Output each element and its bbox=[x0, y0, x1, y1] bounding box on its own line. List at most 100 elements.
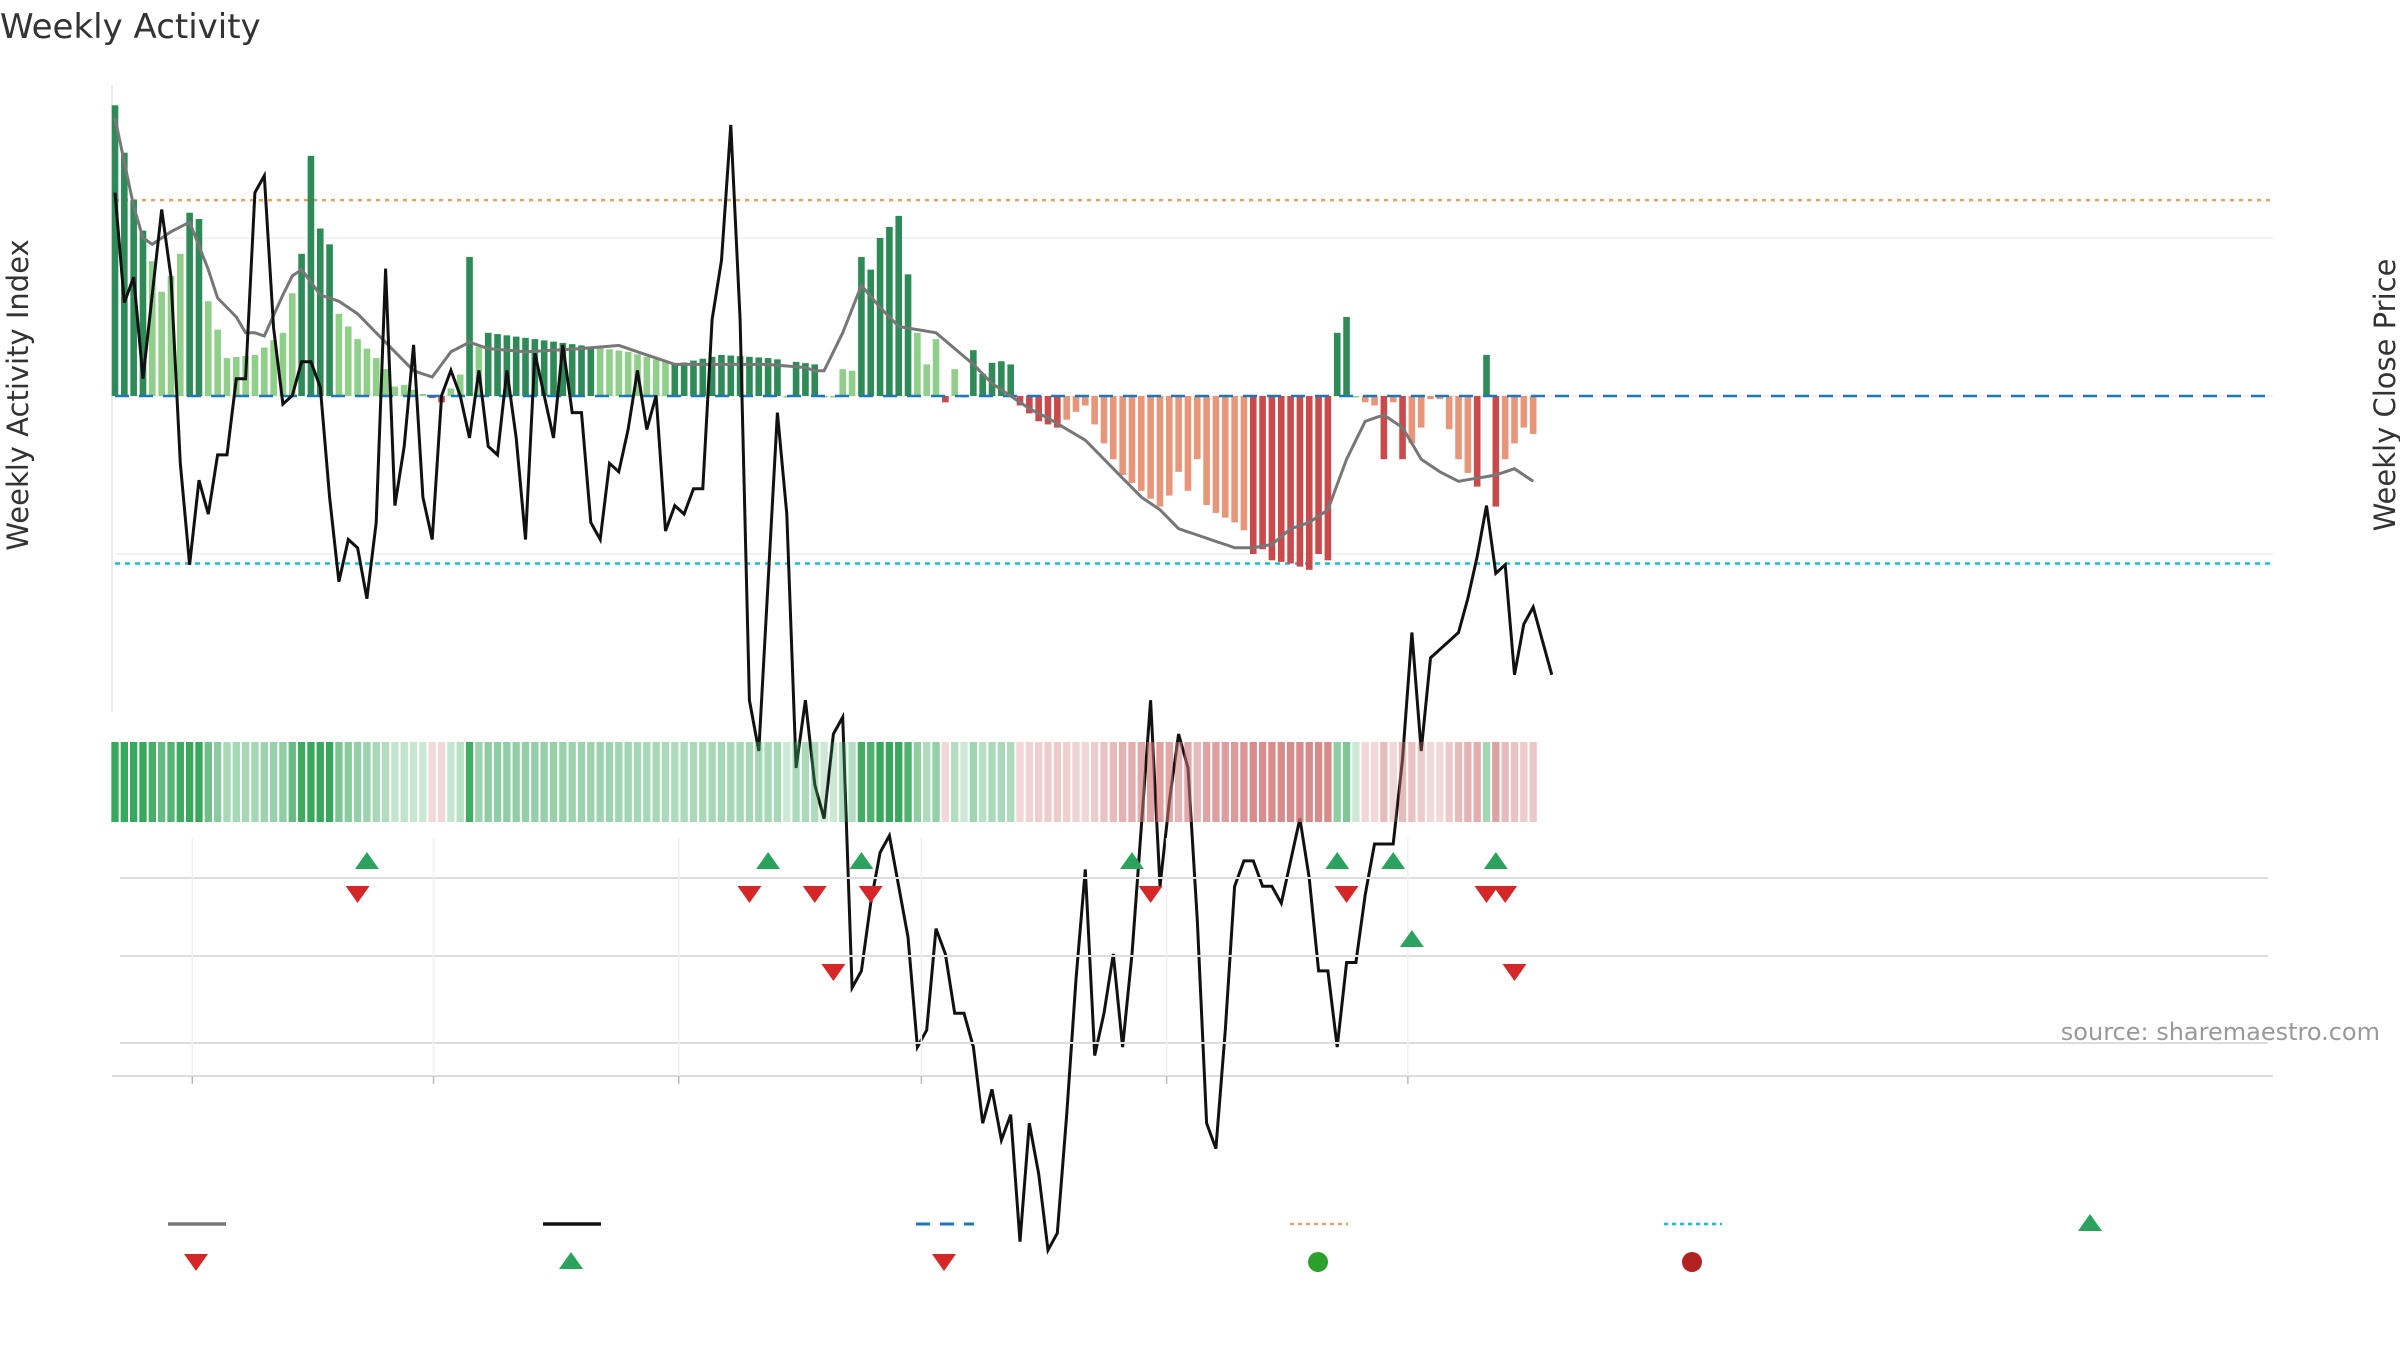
legend-item bbox=[184, 1254, 208, 1271]
activity-bar bbox=[942, 396, 949, 403]
activity-bar bbox=[1445, 396, 1453, 430]
activity-strip-cell bbox=[699, 742, 707, 822]
activity-bar bbox=[680, 362, 688, 396]
activity-strip-cell bbox=[372, 742, 380, 822]
legend-swatch-triangle-up bbox=[559, 1252, 583, 1269]
activity-bar bbox=[1063, 396, 1070, 420]
activity-bar bbox=[727, 355, 735, 396]
activity-strip-cell bbox=[867, 742, 875, 822]
activity-strip-cell bbox=[1436, 742, 1444, 822]
activity-bar bbox=[970, 350, 977, 396]
activity-strip-cell bbox=[316, 742, 324, 822]
activity-bar bbox=[372, 358, 380, 396]
activity-bar bbox=[699, 358, 707, 396]
activity-strip-cell bbox=[419, 742, 427, 822]
flip-up-marker bbox=[1119, 852, 1144, 869]
activity-bar bbox=[512, 336, 520, 396]
activity-bar bbox=[587, 346, 595, 396]
activity-bar bbox=[596, 347, 604, 396]
y2-axis-label: Weekly Close Price bbox=[2368, 259, 2400, 532]
flip-up-marker bbox=[1381, 852, 1406, 869]
y-axis-label: Weekly Activity Index bbox=[1, 239, 35, 550]
activity-strip-cell bbox=[736, 742, 744, 822]
activity-bar bbox=[503, 335, 511, 396]
activity-bar bbox=[1147, 396, 1154, 499]
activity-bar bbox=[1436, 396, 1444, 400]
flip-up-marker bbox=[756, 852, 781, 869]
activity-strip-cell bbox=[1352, 742, 1360, 822]
activity-bar bbox=[1305, 396, 1313, 570]
activity-strip-cell bbox=[1193, 742, 1201, 822]
activity-bar bbox=[1511, 396, 1518, 444]
weekly-close-line bbox=[113, 124, 1554, 1255]
activity-strip-cell bbox=[1072, 742, 1080, 822]
activity-strip-cell bbox=[755, 742, 763, 822]
activity-strip-cell bbox=[157, 742, 166, 822]
activity-strip-cell bbox=[344, 742, 352, 822]
activity-bar bbox=[1054, 396, 1061, 428]
activity-bar bbox=[718, 354, 725, 396]
activity-bar bbox=[708, 356, 716, 396]
activity-bar bbox=[615, 350, 623, 396]
activity-strip-cell bbox=[1277, 742, 1285, 822]
activity-bar bbox=[858, 256, 865, 396]
activity-bar bbox=[671, 364, 679, 396]
activity-bar bbox=[932, 339, 940, 396]
activity-strip-cell bbox=[1454, 742, 1463, 822]
activity-bar bbox=[690, 360, 697, 396]
activity-bar bbox=[1035, 396, 1042, 422]
activity-strip-cell bbox=[913, 742, 922, 822]
activity-bar bbox=[1268, 396, 1276, 561]
activity-strip-cell bbox=[783, 742, 791, 822]
activity-strip-cell bbox=[857, 742, 866, 822]
activity-bar bbox=[643, 356, 651, 396]
activity-bar bbox=[1417, 396, 1425, 428]
activity-strip-cell bbox=[288, 742, 296, 822]
activity-bar bbox=[540, 340, 548, 396]
activity-bar bbox=[344, 326, 352, 396]
activity-bar bbox=[298, 253, 305, 396]
activity-strip-cell bbox=[885, 742, 894, 822]
activity-strip-cell bbox=[960, 742, 968, 822]
legend-swatch-triangle-up bbox=[2078, 1214, 2102, 1231]
activity-bar bbox=[914, 332, 921, 396]
activity-strip-cell bbox=[801, 742, 810, 822]
activity-bar bbox=[1212, 396, 1220, 513]
activity-bar bbox=[1277, 396, 1285, 562]
activity-strip-cell bbox=[120, 742, 128, 822]
activity-strip-cell bbox=[876, 742, 884, 822]
flip-down-marker bbox=[1474, 886, 1499, 903]
activity-strip-cell bbox=[1492, 742, 1500, 822]
activity-bar bbox=[774, 359, 781, 396]
activity-bar bbox=[876, 238, 884, 396]
flip-up-marker bbox=[354, 852, 379, 869]
magic-line bbox=[113, 117, 1535, 550]
activity-strip-cell bbox=[1520, 742, 1528, 822]
activity-strip-cell bbox=[577, 742, 586, 822]
activity-strip-cell bbox=[1118, 742, 1127, 822]
activity-bar bbox=[1315, 396, 1322, 554]
activity-strip-cell bbox=[129, 742, 138, 822]
activity-strip-cell bbox=[232, 742, 240, 822]
flip-down-marker bbox=[858, 886, 883, 903]
activity-strip-cell bbox=[400, 742, 408, 822]
activity-bar bbox=[1473, 396, 1481, 487]
flip-down-marker bbox=[802, 886, 827, 903]
activity-bar bbox=[1100, 396, 1108, 444]
activity-strip-cell bbox=[1202, 742, 1211, 822]
activity-bar bbox=[1352, 396, 1360, 398]
activity-strip-cell bbox=[540, 742, 548, 822]
activity-strip-cell bbox=[307, 742, 315, 822]
activity-bar bbox=[410, 389, 417, 396]
activity-strip-cell bbox=[1361, 742, 1369, 822]
legend-item bbox=[932, 1254, 956, 1271]
activity-bar bbox=[1287, 396, 1294, 564]
activity-strip-cell bbox=[269, 742, 278, 822]
activity-bar bbox=[1082, 396, 1089, 406]
activity-strip-cell bbox=[1062, 742, 1071, 822]
activity-strip-cell bbox=[111, 742, 119, 822]
activity-bar bbox=[1138, 396, 1145, 491]
activity-strip-cell bbox=[521, 742, 530, 822]
activity-strip-cell bbox=[1529, 742, 1537, 822]
activity-bar bbox=[1175, 396, 1182, 472]
